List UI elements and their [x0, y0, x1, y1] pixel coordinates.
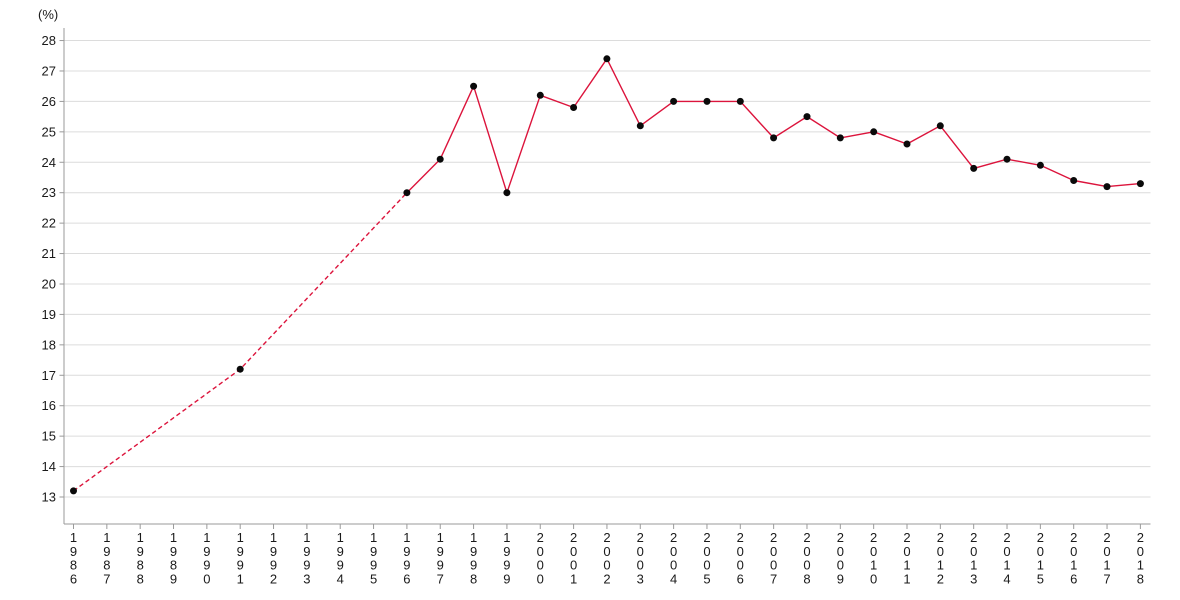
y-tick-label-27: 27 [42, 63, 56, 78]
y-tick-label-24: 24 [42, 155, 56, 170]
data-point-2013 [970, 164, 978, 172]
y-tick-label-18: 18 [42, 337, 56, 352]
data-point-2004 [670, 97, 678, 105]
y-tick-label-14: 14 [42, 459, 56, 474]
data-point-2011 [903, 140, 911, 148]
data-point-2002 [603, 55, 611, 63]
y-tick-label-16: 16 [42, 398, 56, 413]
data-point-2012 [936, 122, 944, 130]
data-point-2000 [536, 91, 544, 99]
y-tick-label-13: 13 [42, 490, 56, 505]
y-tick-label-15: 15 [42, 429, 56, 444]
data-point-2016 [1070, 177, 1078, 184]
data-point-1997 [436, 155, 444, 163]
data-point-2005 [703, 97, 711, 105]
y-tick-label-19: 19 [42, 307, 56, 322]
y-tick-label-28: 28 [42, 33, 56, 48]
data-point-2003 [636, 122, 644, 130]
y-tick-label-17: 17 [42, 368, 56, 383]
data-point-1999 [503, 189, 511, 197]
data-point-2006 [736, 97, 744, 105]
data-point-2008 [803, 113, 811, 121]
data-point-2010 [870, 128, 878, 136]
data-point-2009 [836, 134, 844, 142]
data-point-1986 [70, 487, 77, 495]
y-tick-label-23: 23 [42, 185, 56, 200]
y-axis-unit-label: (%) [38, 7, 59, 22]
data-point-2001 [570, 104, 578, 111]
series-line-dashed [73, 192, 408, 492]
data-point-2018 [1136, 180, 1144, 188]
y-tick-label-25: 25 [42, 124, 56, 139]
data-point-2007 [770, 134, 778, 142]
series-line-solid [406, 58, 1141, 194]
data-point-2014 [1003, 155, 1011, 163]
y-tick-label-22: 22 [42, 216, 56, 231]
data-point-1991 [236, 365, 244, 373]
y-tick-label-21: 21 [42, 246, 56, 261]
data-point-1998 [470, 82, 478, 90]
data-point-2015 [1036, 161, 1044, 169]
y-tick-label-20: 20 [42, 276, 56, 291]
data-point-1996 [403, 189, 411, 197]
y-tick-label-26: 26 [42, 94, 56, 109]
data-point-2017 [1103, 183, 1111, 191]
